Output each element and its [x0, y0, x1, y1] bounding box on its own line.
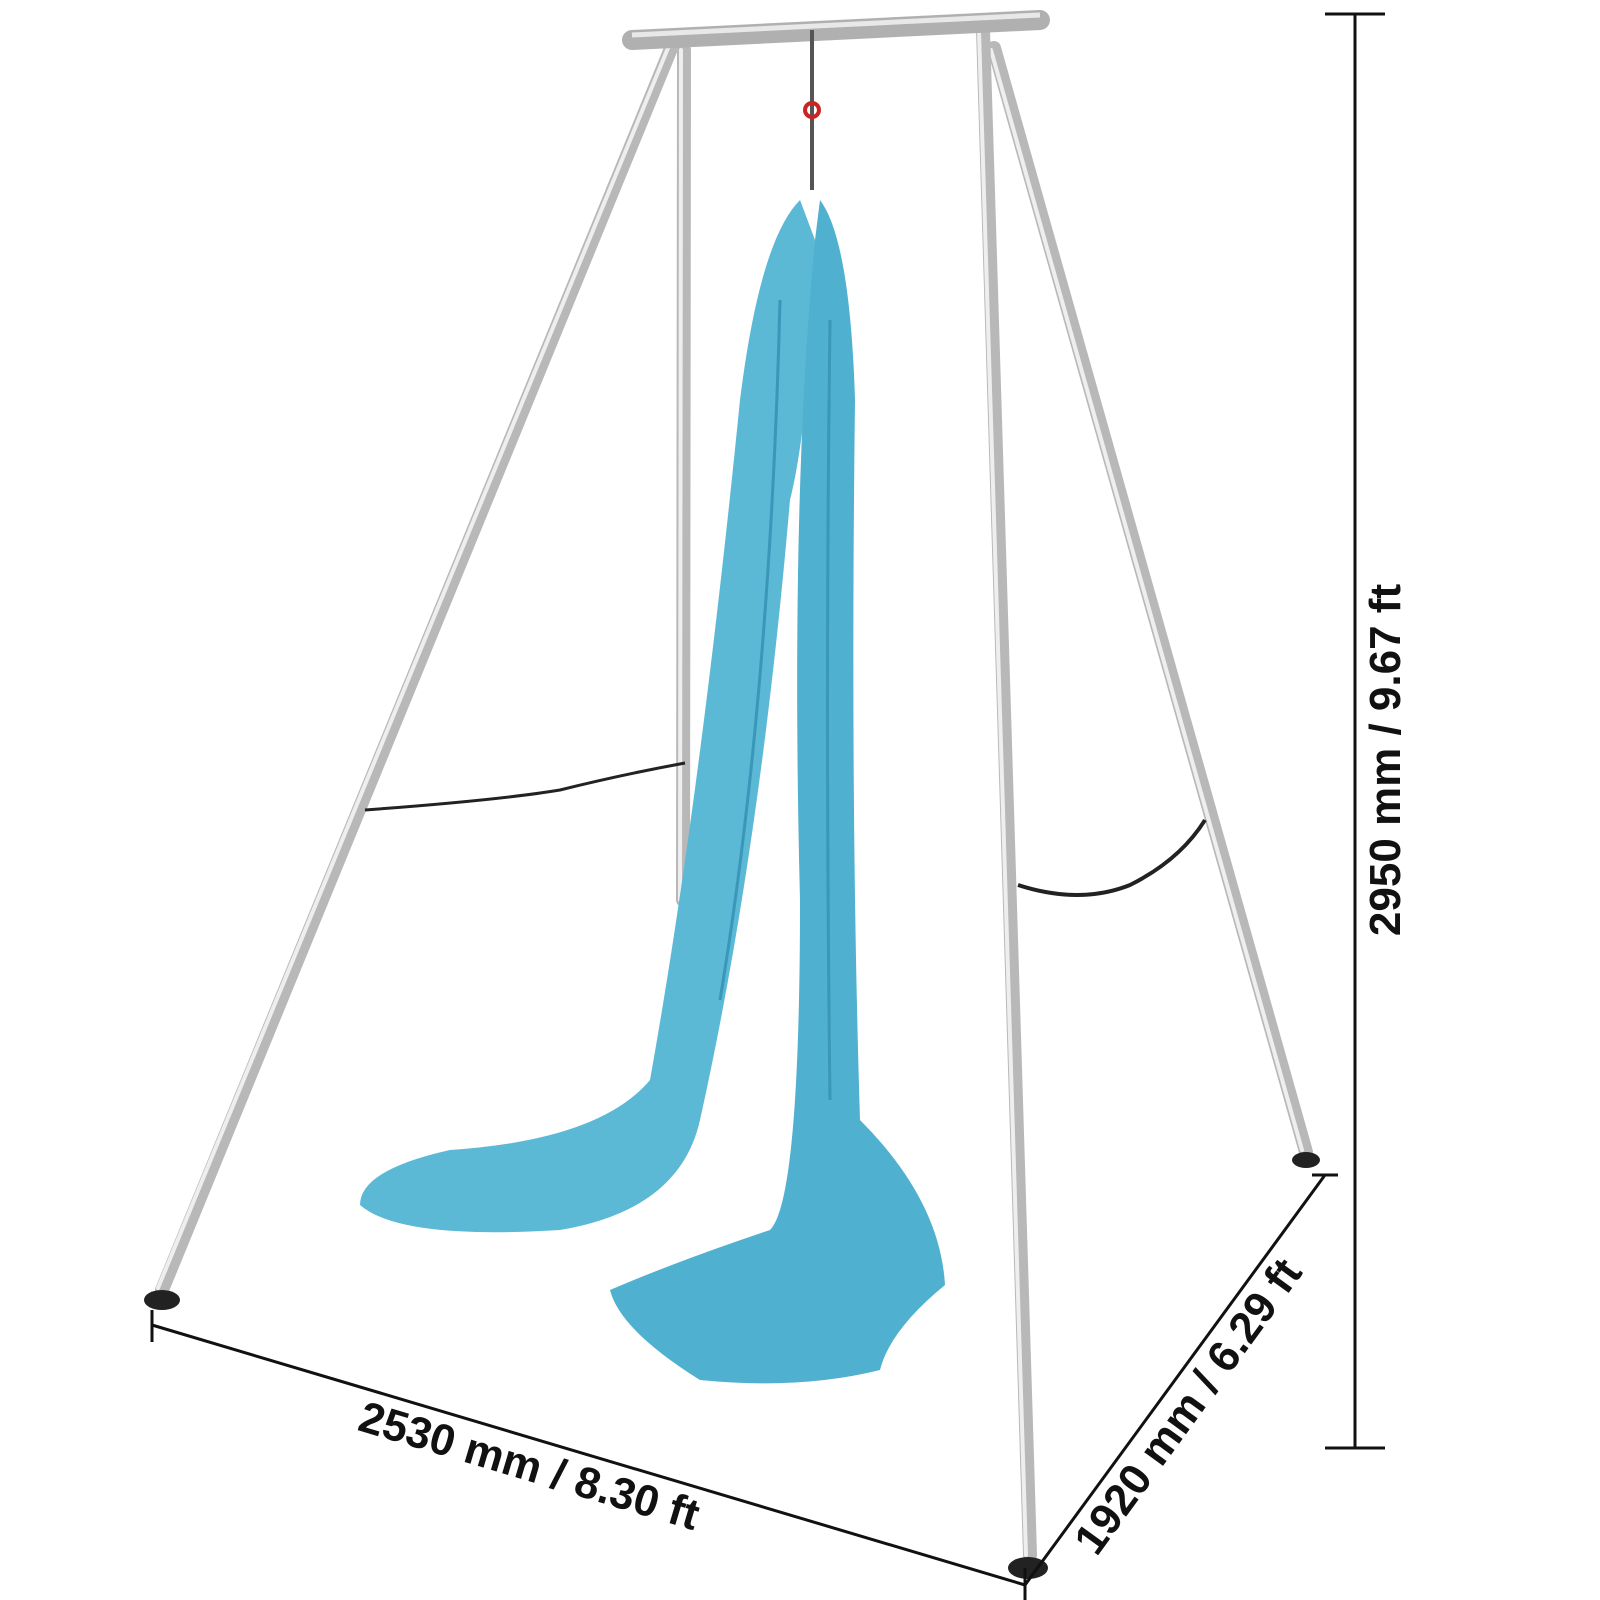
stand-frame: [144, 10, 1320, 1579]
dimension-lines: [150, 12, 1385, 1600]
width-label: 2530 mm / 8.30 ft: [353, 1392, 705, 1540]
depth-label: 1920 mm / 6.29 ft: [1065, 1249, 1312, 1563]
height-label: 2950 mm / 9.67 ft: [1361, 584, 1410, 937]
aerial-silk: [360, 30, 945, 1384]
